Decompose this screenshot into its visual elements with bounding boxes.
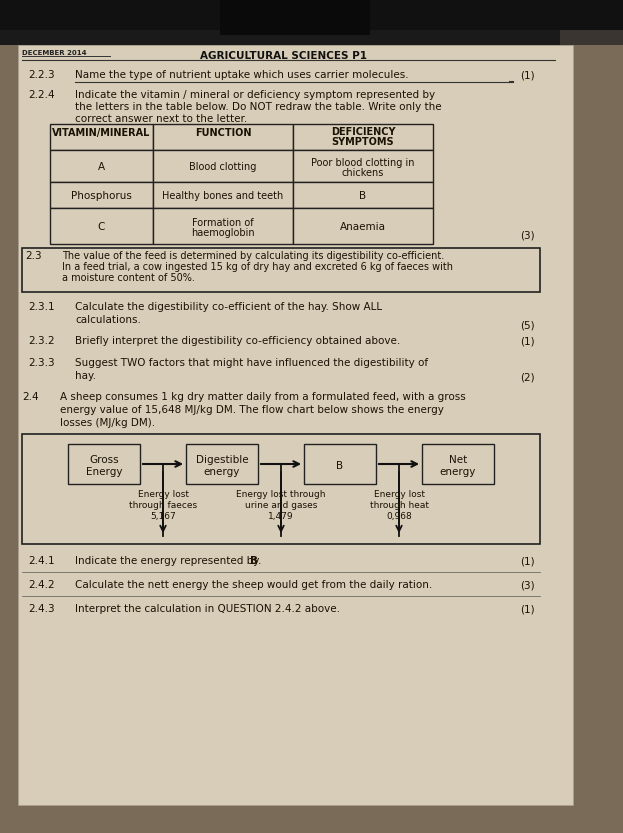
Bar [560,0,623,833]
Bar [50,208,153,244]
Bar [153,182,293,208]
Text: 5,167: 5,167 [150,512,176,521]
Text: Energy lost through: Energy lost through [236,490,326,499]
Text: Indicate the energy represented by: Indicate the energy represented by [75,556,263,566]
Text: Gross: Gross [89,455,119,465]
Text: 2.3.2: 2.3.2 [28,336,55,346]
Bar [50,124,153,150]
Text: Healthy bones and teeth: Healthy bones and teeth [163,191,283,201]
Text: (2): (2) [520,372,535,382]
Text: Phosphorus: Phosphorus [71,191,132,201]
Text: 0,968: 0,968 [386,512,412,521]
Text: correct answer next to the letter.: correct answer next to the letter. [75,114,247,124]
Text: A sheep consumes 1 kg dry matter daily from a formulated feed, with a gross: A sheep consumes 1 kg dry matter daily f… [60,392,466,402]
Text: (3): (3) [520,580,535,590]
Text: Suggest TWO factors that might have influenced the digestibility of: Suggest TWO factors that might have infl… [75,358,428,368]
Text: calculations.: calculations. [75,315,141,325]
Text: (1): (1) [520,70,535,80]
Text: (3): (3) [520,230,535,240]
Text: Briefly interpret the digestibility co-efficiency obtained above.: Briefly interpret the digestibility co-e… [75,336,400,346]
Bar [68,444,140,484]
Text: Anaemia: Anaemia [340,222,386,232]
Text: A: A [98,162,105,172]
Text: B: B [250,556,258,566]
Bar [186,444,258,484]
Text: Indicate the vitamin / mineral or deficiency symptom represented by: Indicate the vitamin / mineral or defici… [75,90,435,100]
Bar [293,208,433,244]
Text: Name the type of nutrient uptake which uses carrier molecules.: Name the type of nutrient uptake which u… [75,70,409,80]
Text: DECEMBER 2014: DECEMBER 2014 [22,50,87,56]
Bar [50,182,153,208]
Text: AGRICULTURAL SCIENCES P1: AGRICULTURAL SCIENCES P1 [200,51,367,61]
Text: (1): (1) [520,604,535,614]
Text: 2.2.4: 2.2.4 [28,90,55,100]
Bar [293,124,433,150]
Text: C: C [98,222,105,232]
Bar [50,150,153,182]
Text: 2.3: 2.3 [25,251,42,261]
Bar [153,150,293,182]
Bar [153,208,293,244]
Bar [304,444,376,484]
Text: energy: energy [440,467,476,477]
Text: .: . [258,556,262,566]
Text: urine and gases: urine and gases [245,501,317,510]
Text: through heat: through heat [369,501,429,510]
Text: B: B [359,191,366,201]
Text: (1): (1) [520,556,535,566]
Bar [422,444,494,484]
Text: Energy lost: Energy lost [374,490,424,499]
Text: 2.4.2: 2.4.2 [28,580,55,590]
Text: Poor blood clotting in: Poor blood clotting in [312,158,415,168]
Text: (1): (1) [520,336,535,346]
Text: 2.4.3: 2.4.3 [28,604,55,614]
Text: FUNCTION: FUNCTION [195,128,251,138]
Text: 2.4.1: 2.4.1 [28,556,55,566]
Bar [0,0,623,45]
Text: (5): (5) [520,320,535,330]
Text: Energy: Energy [86,467,122,477]
Text: the letters in the table below. Do NOT redraw the table. Write only the: the letters in the table below. Do NOT r… [75,102,442,112]
Text: Net: Net [449,455,467,465]
Text: VITAMIN/MINERAL: VITAMIN/MINERAL [52,128,151,138]
Text: DEFICIENCY: DEFICIENCY [331,127,395,137]
Bar [293,150,433,182]
Bar [18,45,573,805]
Text: losses (MJ/kg DM).: losses (MJ/kg DM). [60,418,155,428]
Text: energy: energy [204,467,240,477]
Text: 2.3.3: 2.3.3 [28,358,55,368]
Text: Energy lost: Energy lost [138,490,189,499]
Bar [0,0,623,30]
Bar [153,124,293,150]
Text: 1,479: 1,479 [268,512,294,521]
Text: chickens: chickens [342,168,384,178]
Text: a moisture content of 50%.: a moisture content of 50%. [62,273,195,283]
Text: Digestible: Digestible [196,455,249,465]
Text: B: B [336,461,343,471]
Text: hay.: hay. [75,371,96,381]
Bar [22,434,540,544]
Text: 2.2.3: 2.2.3 [28,70,55,80]
Text: Formation of: Formation of [192,218,254,228]
Text: Calculate the nett energy the sheep would get from the daily ration.: Calculate the nett energy the sheep woul… [75,580,432,590]
Text: The value of the feed is determined by calculating its digestibility co-efficien: The value of the feed is determined by c… [62,251,444,261]
Text: Interpret the calculation in QUESTION 2.4.2 above.: Interpret the calculation in QUESTION 2.… [75,604,340,614]
Text: haemoglobin: haemoglobin [191,228,255,238]
Text: Calculate the digestibility co-efficient of the hay. Show ALL: Calculate the digestibility co-efficient… [75,302,382,312]
Text: SYMPTOMS: SYMPTOMS [331,137,394,147]
Bar [22,248,540,292]
Text: 2.4: 2.4 [22,392,39,402]
Bar [220,0,370,35]
Bar [293,182,433,208]
Text: through faeces: through faeces [129,501,197,510]
Text: In a feed trial, a cow ingested 15 kg of dry hay and excreted 6 kg of faeces wit: In a feed trial, a cow ingested 15 kg of… [62,262,453,272]
Text: 2.3.1: 2.3.1 [28,302,55,312]
Text: energy value of 15,648 MJ/kg DM. The flow chart below shows the energy: energy value of 15,648 MJ/kg DM. The flo… [60,405,444,415]
Text: Blood clotting: Blood clotting [189,162,257,172]
